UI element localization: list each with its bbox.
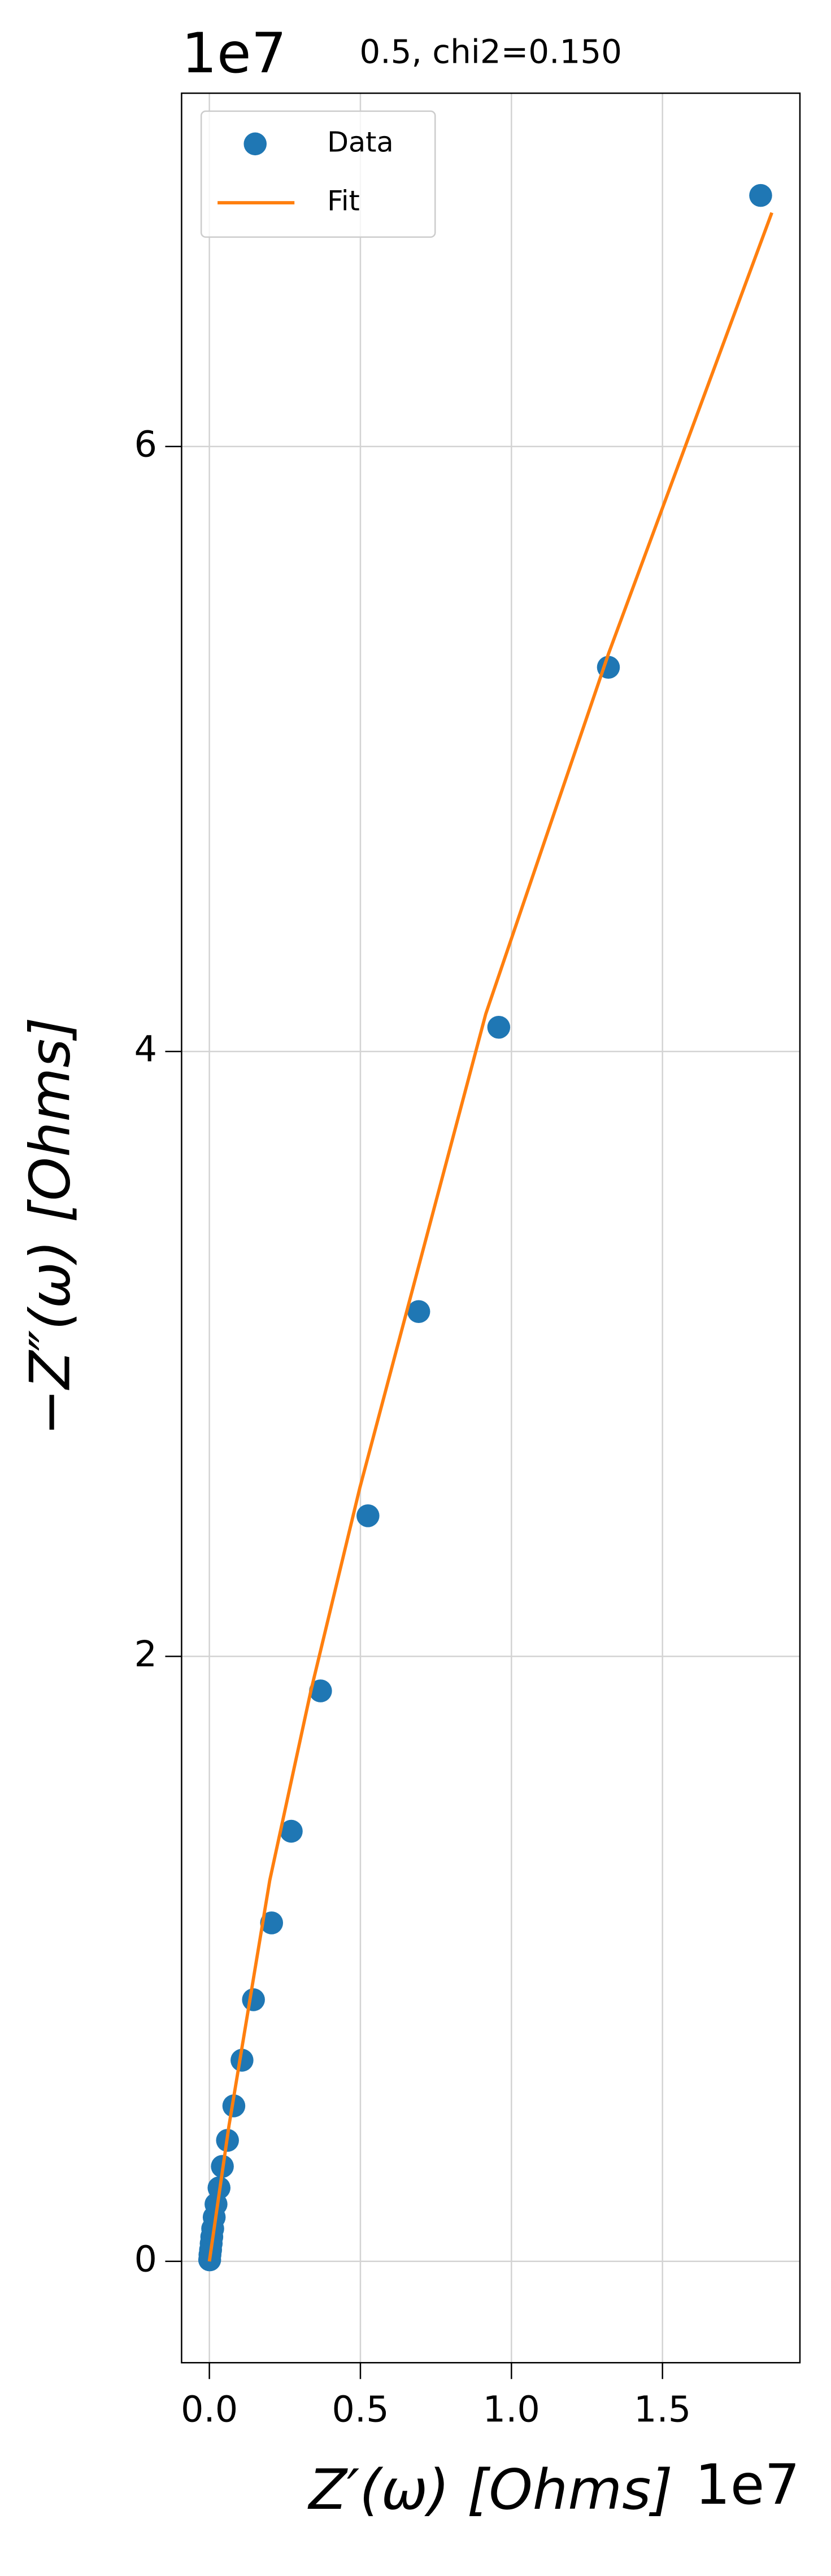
y-tick-label: 4 xyxy=(134,1029,157,1071)
data-point xyxy=(487,1015,511,1039)
data-point xyxy=(356,1504,380,1527)
axes-frame xyxy=(181,92,801,2364)
y-tick-label: 0 xyxy=(134,2238,157,2280)
y-axis-label: −Z″(ω) [Ohms] xyxy=(18,1017,82,1435)
x-tick-label: 0.0 xyxy=(181,2389,238,2431)
data-point xyxy=(309,1679,332,1702)
legend-label: Fit xyxy=(327,185,360,217)
data-point xyxy=(280,1819,303,1843)
legend-marker xyxy=(243,132,267,156)
fit-line xyxy=(207,212,773,2262)
x-tick-label: 1.5 xyxy=(634,2389,691,2431)
data-point xyxy=(230,2049,254,2072)
data-point xyxy=(260,1911,284,1935)
y-tick-label: 2 xyxy=(134,1634,157,1675)
chart-title: 0.5, chi2=0.150 xyxy=(359,33,622,71)
x-axis-label: Z′(ω) [Ohms] xyxy=(307,2458,673,2522)
x-tick-label: 1.0 xyxy=(483,2389,540,2431)
legend-label: Data xyxy=(327,125,394,158)
x-offset-label: 1e7 xyxy=(695,2453,800,2517)
data-point xyxy=(242,1988,265,2011)
y-tick-label: 6 xyxy=(134,423,157,465)
x-tick-label: 0.5 xyxy=(332,2389,389,2431)
legend-box xyxy=(200,110,436,238)
y-offset-label: 1e7 xyxy=(181,21,286,86)
data-point xyxy=(407,1300,430,1324)
data-point xyxy=(749,184,772,207)
